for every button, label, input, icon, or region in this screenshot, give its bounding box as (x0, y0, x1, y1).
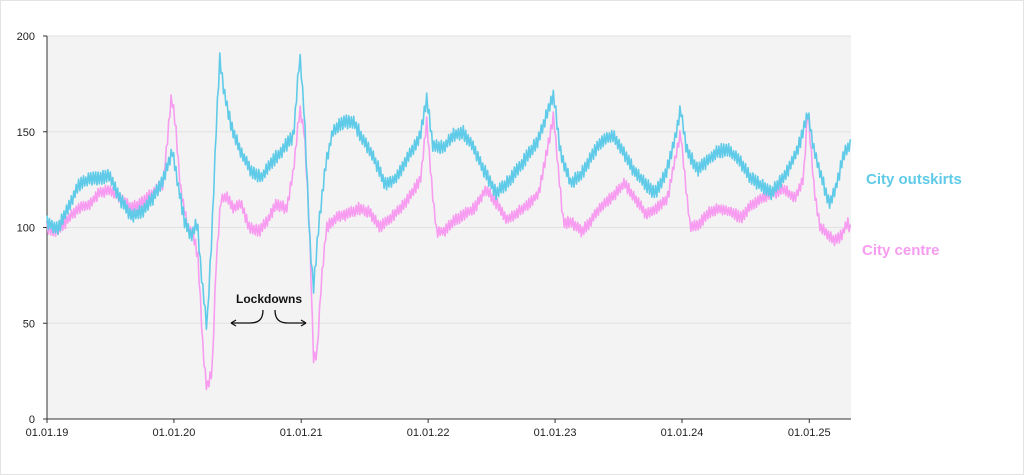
x-tick-label: 01.01.25 (788, 427, 831, 439)
y-tick-label: 0 (29, 414, 35, 426)
x-tick-label: 01.01.21 (280, 427, 323, 439)
x-tick-label: 01.01.22 (407, 427, 450, 439)
y-tick-label: 150 (17, 127, 35, 139)
series-line-city-outskirts (46, 52, 852, 330)
x-tick-label: 01.01.19 (26, 427, 69, 439)
x-tick-label: 01.01.23 (534, 427, 577, 439)
series-labels: City outskirts City centre (862, 171, 962, 259)
right-arrowhead-icon (300, 319, 307, 327)
left-arrowhead-icon (230, 319, 237, 327)
y-tick-label: 100 (17, 223, 35, 235)
x-tick-label: 01.01.24 (661, 427, 704, 439)
series-label-city-centre: City centre (862, 242, 940, 259)
x-axis: 01.01.19 01.01.20 01.01.21 01.01.22 01.01.23… (26, 418, 851, 439)
y-axis: 0 50 100 150 200 (17, 31, 48, 426)
right-arrow-icon (274, 309, 306, 324)
lockdowns-annotation: Lockdowns (230, 292, 307, 327)
y-tick-label: 50 (23, 318, 35, 330)
y-tick-label: 200 (17, 31, 35, 43)
series-layer (46, 52, 852, 391)
series-label-city-outskirts: City outskirts (866, 171, 962, 188)
series-line-city-centre (46, 94, 852, 391)
left-arrow-icon (231, 309, 264, 324)
x-tick-label: 01.01.20 (153, 427, 196, 439)
annotation-label: Lockdowns (236, 292, 302, 306)
